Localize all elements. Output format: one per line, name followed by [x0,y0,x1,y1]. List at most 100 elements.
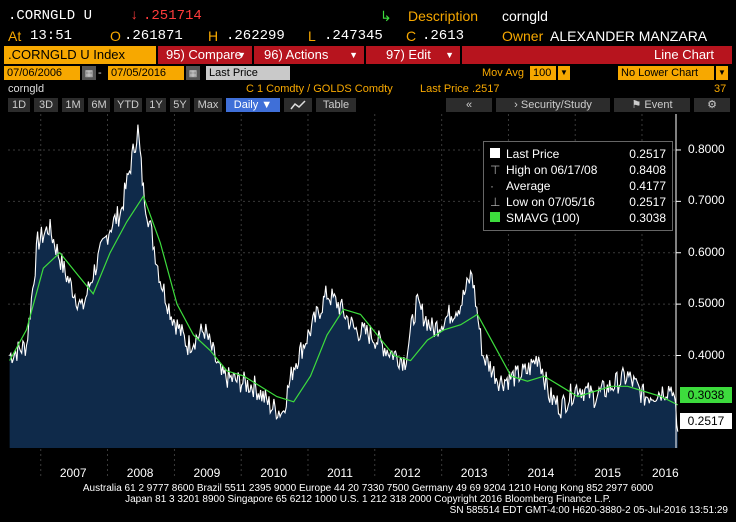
legend-low-label: Low on 07/05/16 [506,195,595,209]
x-tick-label: 2010 [260,466,288,480]
last-change-arrow: ↓ [130,8,139,24]
legend-item-high: ⊤ High on 06/17/08 [490,162,597,178]
actions-label: 96) Actions [264,47,329,62]
green-swatch-icon [490,212,500,222]
x-tick-label: 2008 [126,466,154,480]
owner-label: Owner [502,28,544,44]
period-ytd-button[interactable]: YTD [114,98,142,112]
description-value: corngld [502,8,548,24]
last-price-value: .251714 [143,8,202,24]
calendar-icon[interactable]: ▦ [82,66,96,80]
high-label: H [208,28,219,44]
legend-average-label: Average [506,179,551,193]
start-date-input[interactable]: 07/06/2006 [4,66,80,80]
legend-smavg-value: 0.3038 [629,211,666,225]
x-tick-label: 2016 [652,466,679,480]
y-tick-label: 0.4000 [688,347,725,362]
security-index-field[interactable]: .CORNGLD U Index [4,46,156,64]
collapse-icon[interactable]: « [446,98,492,112]
x-tick-label: 2007 [59,466,87,480]
white-swatch-icon [490,148,500,158]
legend-last-price-label: Last Price [506,147,560,161]
close-value: .2613 [422,28,465,44]
x-tick-label: 2013 [460,466,488,480]
x-tick-label: 2014 [527,466,555,480]
end-date-input[interactable]: 07/05/2016 [108,66,184,80]
footer-contacts-line1: Australia 61 2 9777 8600 Brazil 5511 239… [82,483,654,494]
period-5y-button[interactable]: 5Y [170,98,190,112]
period-3d-button[interactable]: 3D [34,98,58,112]
legend-item-average: · Average [490,178,550,194]
compare-label: 95) Compare [166,47,242,62]
period-1d-button[interactable]: 1D [8,98,30,112]
chevron-down-icon[interactable]: ▼ [558,66,570,80]
lower-chart-selector[interactable]: No Lower Chart [618,66,714,80]
high-value: .262299 [226,28,285,44]
formula-text: C 1 Comdty / GOLDS Comdty [246,83,393,95]
settings-gear-icon[interactable]: ⚙ [694,98,730,112]
footer-contacts-line2: Japan 81 3 3201 8900 Singapore 65 6212 1… [125,494,611,505]
x-tick-label: 2015 [594,466,622,480]
security-name: corngld [8,83,45,95]
legend-item-last-price: Last Price [490,146,559,162]
chevron-down-icon[interactable]: ▼ [716,66,728,80]
edit-label: 97) Edit [386,47,431,62]
period-6m-button[interactable]: 6M [88,98,110,112]
security-study-label: Security/Study [520,99,592,111]
edit-button[interactable]: 97) Edit ▼ [366,46,460,64]
line-chart-icon[interactable] [284,98,312,112]
date-separator: - [98,67,102,79]
period-1y-button[interactable]: 1Y [146,98,166,112]
chevron-right-icon: › [514,99,518,111]
table-button[interactable]: Table [316,98,356,112]
chart-legend: Last Price 0.2517 ⊤ High on 06/17/08 0.84… [483,141,673,231]
cursor-icon: ↳ [380,8,392,24]
description-label: Description [408,8,479,24]
legend-last-price-value: 0.2517 [629,147,666,161]
price-last-badge: 0.2517 [680,413,732,429]
low-marker-icon: ⊥ [490,195,501,209]
high-marker-icon: ⊤ [490,163,501,177]
field-selector[interactable]: Last Price [206,66,290,80]
open-label: O [110,28,121,44]
chevron-down-icon: ▼ [349,50,358,60]
low-label: L [308,28,316,44]
period-1m-button[interactable]: 1M [62,98,84,112]
chart-type-selector[interactable]: Line Chart [462,46,732,64]
period-max-button[interactable]: Max [194,98,222,112]
legend-item-smavg: SMAVG (100) [490,210,580,226]
smavg-last-badge: 0.3038 [680,387,732,403]
open-value: .261871 [124,28,183,44]
actions-button[interactable]: 96) Actions ▼ [254,46,364,64]
legend-high-label: High on 06/17/08 [506,163,598,177]
security-index-label: .CORNGLD U Index [8,47,126,62]
at-label: At [8,28,22,44]
x-tick-label: 2011 [327,466,353,480]
x-tick-label: 2009 [193,466,221,480]
flag-icon: ⚑ [631,99,642,111]
legend-item-low: ⊥ Low on 07/05/16 [490,194,595,210]
y-tick-label: 0.5000 [688,296,725,311]
chevron-down-icon: ▼ [445,50,454,60]
compare-button[interactable]: 95) Compare ▼ [158,46,252,64]
frequency-selector[interactable]: Daily ▼ [226,98,280,112]
mov-avg-input[interactable]: 100 [530,66,556,80]
y-tick-label: 0.6000 [688,244,725,259]
event-button[interactable]: ⚑ Event [614,98,690,112]
chevron-down-icon: ▼ [237,50,246,60]
average-marker-icon: · [490,179,494,193]
close-label: C [406,28,417,44]
x-tick-label: 2012 [394,466,421,480]
calendar-icon[interactable]: ▦ [186,66,200,80]
security-study-button[interactable]: › Security/Study [496,98,610,112]
page-count: 37 [714,83,727,95]
low-value: .247345 [324,28,383,44]
ticker-name: .CORNGLD U [8,8,93,24]
legend-low-value: 0.2517 [629,195,666,209]
y-tick-label: 0.8000 [688,141,725,156]
chart-type-label: Line Chart [654,47,714,62]
last-price-info: Last Price .2517 [420,83,500,95]
event-label: Event [644,99,673,111]
y-tick-label: 0.7000 [688,193,725,208]
time-value: 13:51 [30,28,73,44]
